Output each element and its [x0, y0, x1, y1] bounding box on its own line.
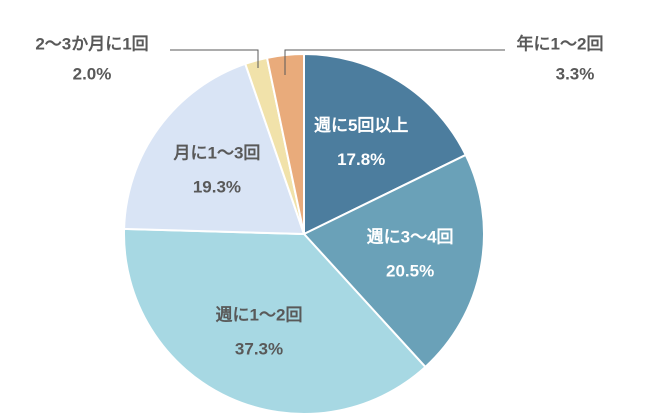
pie-slice: [302, 153, 485, 369]
pie-slice: [303, 52, 468, 236]
leader-line: [284, 49, 505, 75]
pie-slice: [123, 227, 427, 415]
value-label: 3.3%: [556, 64, 595, 83]
slice-label: 週に1〜2回: [216, 306, 303, 325]
slice-label: 2〜3か月に1回: [35, 34, 148, 53]
slice-label: 年に1〜2回: [517, 33, 604, 53]
value-label: 17.8%: [337, 150, 385, 169]
value-label: 37.3%: [235, 340, 283, 359]
slice-label: 月に1〜3回: [172, 144, 260, 163]
slice-label: 週に5回以上: [314, 116, 408, 135]
value-label: 2.0%: [73, 64, 112, 83]
value-label: 19.3%: [193, 178, 241, 197]
slice-label: 週に3〜4回: [367, 228, 454, 247]
leader-line: [170, 49, 259, 68]
value-label: 20.5%: [386, 262, 434, 281]
